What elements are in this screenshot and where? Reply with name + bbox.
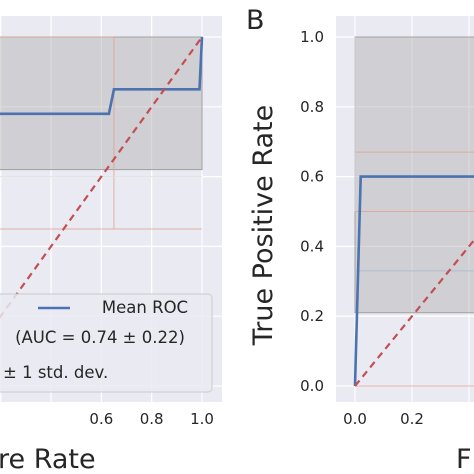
panel-b-y-axis-label: True Positive Rate	[248, 105, 279, 347]
y-tick-label: 0.2	[300, 307, 324, 325]
legend-entry-mean-roc: Mean ROC	[102, 298, 188, 317]
x-tick-label: 0.0	[343, 410, 367, 428]
x-tick-label: 0.8	[140, 410, 164, 428]
panel-a-data	[0, 36, 204, 320]
panel-a-legend: Mean ROC (AUC = 0.74 ± 0.22) ± 1 std. de…	[0, 293, 213, 393]
panel-a-x-ticks: 0.6 0.8 1.0	[89, 410, 213, 428]
panel-b-letter: B	[246, 5, 265, 36]
panel-b-data	[353, 36, 474, 387]
y-tick-label: 0.6	[300, 168, 324, 186]
panel-b-x-ticks: 0.0 0.2	[343, 410, 424, 428]
chance-line	[354, 238, 474, 387]
panel-a-x-axis-label: re Rate	[0, 444, 96, 474]
legend-entry-auc: (AUC = 0.74 ± 0.22)	[15, 328, 185, 347]
legend-box	[0, 293, 213, 393]
panel-b-x-axis-label: F	[456, 444, 472, 474]
x-tick-label: 0.6	[89, 410, 113, 428]
mean-roc-line	[353, 175, 474, 387]
x-tick-label: 1.0	[190, 410, 214, 428]
std-dev-band	[0, 36, 203, 171]
y-tick-label: 0.8	[300, 98, 324, 116]
y-tick-label: 1.0	[300, 28, 324, 46]
legend-entry-std-dev: ± 1 std. dev.	[3, 363, 108, 382]
panel-b-y-ticks: 0.0 0.2 0.4 0.6 0.8 1.0	[300, 28, 324, 395]
x-tick-label: 0.2	[400, 410, 424, 428]
y-tick-label: 0.0	[300, 377, 324, 395]
panel-a: 0.6 0.8 1.0 re Rate Mean ROC (AUC = 0.74 ±…	[0, 16, 222, 474]
panel-b: B 0.0 0.2 0.4 0.6 0.8 1.0 0.0 0.2 True Positiv…	[246, 5, 474, 474]
mean-roc-line	[0, 36, 204, 116]
std-dev-band	[354, 36, 474, 314]
y-tick-label: 0.4	[300, 237, 324, 255]
